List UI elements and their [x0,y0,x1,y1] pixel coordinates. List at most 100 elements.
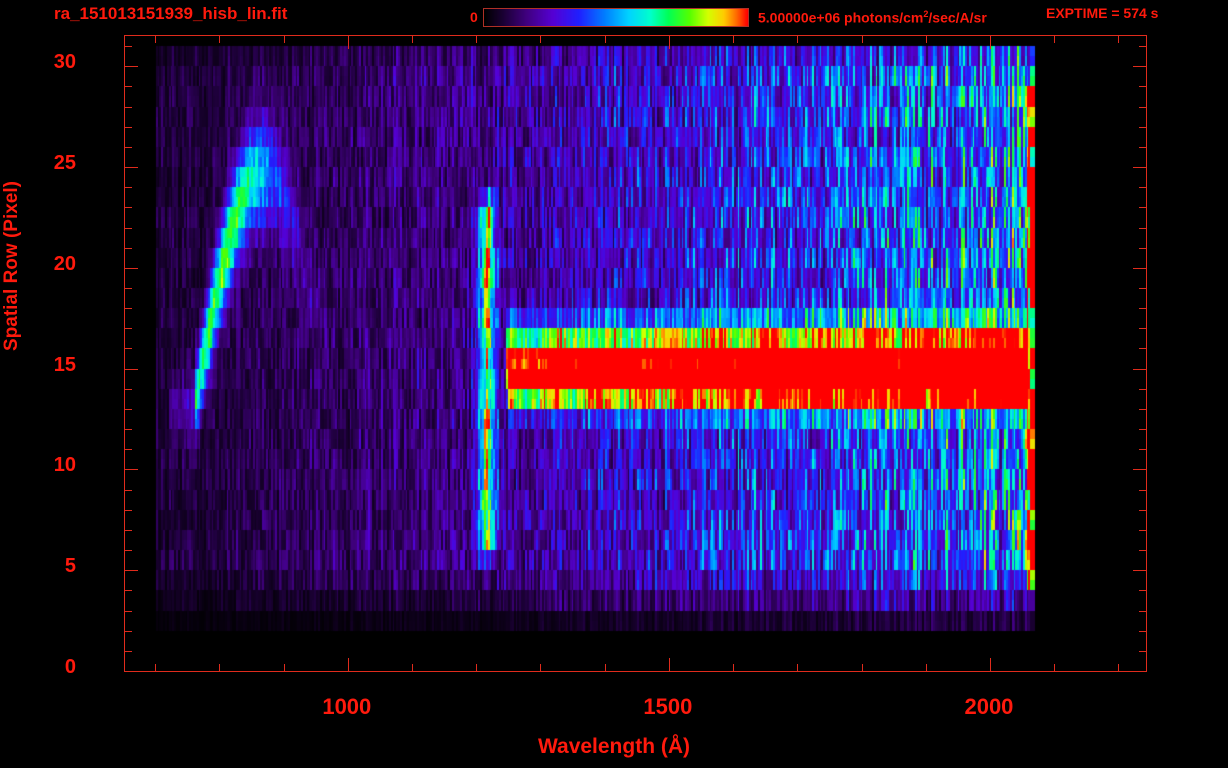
y-tick-label: 15 [53,353,76,376]
y-minor-tick [125,389,132,390]
x-minor-tick-top [1054,36,1055,43]
x-minor-tick [412,664,413,671]
colorbar-max-label: 5.00000e+06 photons/cm2/sec/A/sr [758,9,987,26]
y-minor-tick-right [1139,207,1146,208]
figure-file-title: ra_151013151939_hisb_lin.fit [54,4,288,23]
y-major-tick [125,671,138,672]
y-minor-tick-right [1139,248,1146,249]
x-major-tick-top [669,36,670,49]
y-minor-tick-right [1139,228,1146,229]
x-minor-tick [733,664,734,671]
y-minor-tick-right [1139,490,1146,491]
y-minor-tick-right [1139,288,1146,289]
colorbar-gradient-box [483,8,749,27]
y-major-tick-right [1133,369,1146,370]
x-minor-tick-top [412,36,413,43]
x-minor-tick [219,664,220,671]
y-major-tick [125,469,138,470]
y-major-tick [125,167,138,168]
x-axis-label: Wavelength (Å) [537,735,691,758]
y-tick-label: 0 [64,656,76,678]
y-minor-tick-right [1139,409,1146,410]
x-tick-label: 1500 [643,694,693,719]
y-minor-tick-right [1139,107,1146,108]
y-minor-tick [125,550,132,551]
y-minor-tick-right [1139,389,1146,390]
y-minor-tick [125,248,132,249]
y-tick-label: 20 [53,252,76,275]
x-major-tick [348,658,349,671]
y-minor-tick [125,328,132,329]
x-major-tick-top [348,36,349,49]
y-minor-tick [125,86,132,87]
y-minor-tick-right [1139,449,1146,450]
x-minor-tick-top [155,36,156,43]
spectrogram-image [125,36,1146,671]
y-minor-tick-right [1139,308,1146,309]
plot-frame [124,35,1147,672]
y-major-tick-right [1133,469,1146,470]
y-minor-tick [125,651,132,652]
y-minor-tick [125,187,132,188]
y-minor-tick-right [1139,348,1146,349]
y-minor-tick-right [1139,429,1146,430]
y-minor-tick [125,107,132,108]
x-minor-tick [284,664,285,671]
x-minor-tick-top [476,36,477,43]
x-tick-label: 2000 [964,694,1014,719]
y-tick-label: 25 [53,152,76,175]
y-minor-tick [125,611,132,612]
y-minor-tick-right [1139,530,1146,531]
x-minor-tick-top [219,36,220,43]
y-minor-tick-right [1139,590,1146,591]
y-major-tick [125,268,138,269]
y-minor-tick [125,631,132,632]
y-minor-tick [125,127,132,128]
x-minor-tick [1054,664,1055,671]
x-minor-tick [605,664,606,671]
y-axis-label: Spatial Row (Pixel) [1,181,22,351]
y-minor-tick-right [1139,510,1146,511]
y-minor-tick-right [1139,127,1146,128]
x-major-tick-top [990,36,991,49]
y-minor-tick-right [1139,46,1146,47]
colorbar-min-label: 0 [470,9,478,25]
y-minor-tick [125,228,132,229]
colorbar-units-post: /sec/A/sr [928,9,987,26]
y-major-tick [125,66,138,67]
y-major-tick [125,570,138,571]
y-minor-tick [125,207,132,208]
x-minor-tick [155,664,156,671]
y-minor-tick-right [1139,631,1146,632]
y-minor-tick [125,288,132,289]
x-major-tick [669,658,670,671]
y-major-tick-right [1133,167,1146,168]
exposure-time-label: EXPTIME = 574 s [1046,5,1159,21]
y-minor-tick-right [1139,550,1146,551]
y-minor-tick [125,510,132,511]
y-major-tick-right [1133,268,1146,269]
x-minor-tick [862,664,863,671]
x-minor-tick-top [284,36,285,43]
y-tick-label: 10 [53,454,76,477]
y-minor-tick [125,409,132,410]
x-minor-tick-top [540,36,541,43]
y-minor-tick [125,449,132,450]
x-major-tick [990,658,991,671]
colorbar-units-pre: photons/cm [840,9,924,26]
y-minor-tick-right [1139,651,1146,652]
y-minor-tick [125,348,132,349]
x-minor-tick-top [1118,36,1119,43]
x-minor-tick [797,664,798,671]
x-minor-tick [1118,664,1119,671]
x-minor-tick [926,664,927,671]
y-minor-tick [125,308,132,309]
y-minor-tick [125,490,132,491]
x-minor-tick-top [733,36,734,43]
colorbar-units-exponent: 2 [923,9,929,19]
x-minor-tick-top [797,36,798,43]
x-minor-tick-top [862,36,863,43]
y-major-tick [125,369,138,370]
y-major-tick-right [1133,66,1146,67]
y-minor-tick-right [1139,187,1146,188]
